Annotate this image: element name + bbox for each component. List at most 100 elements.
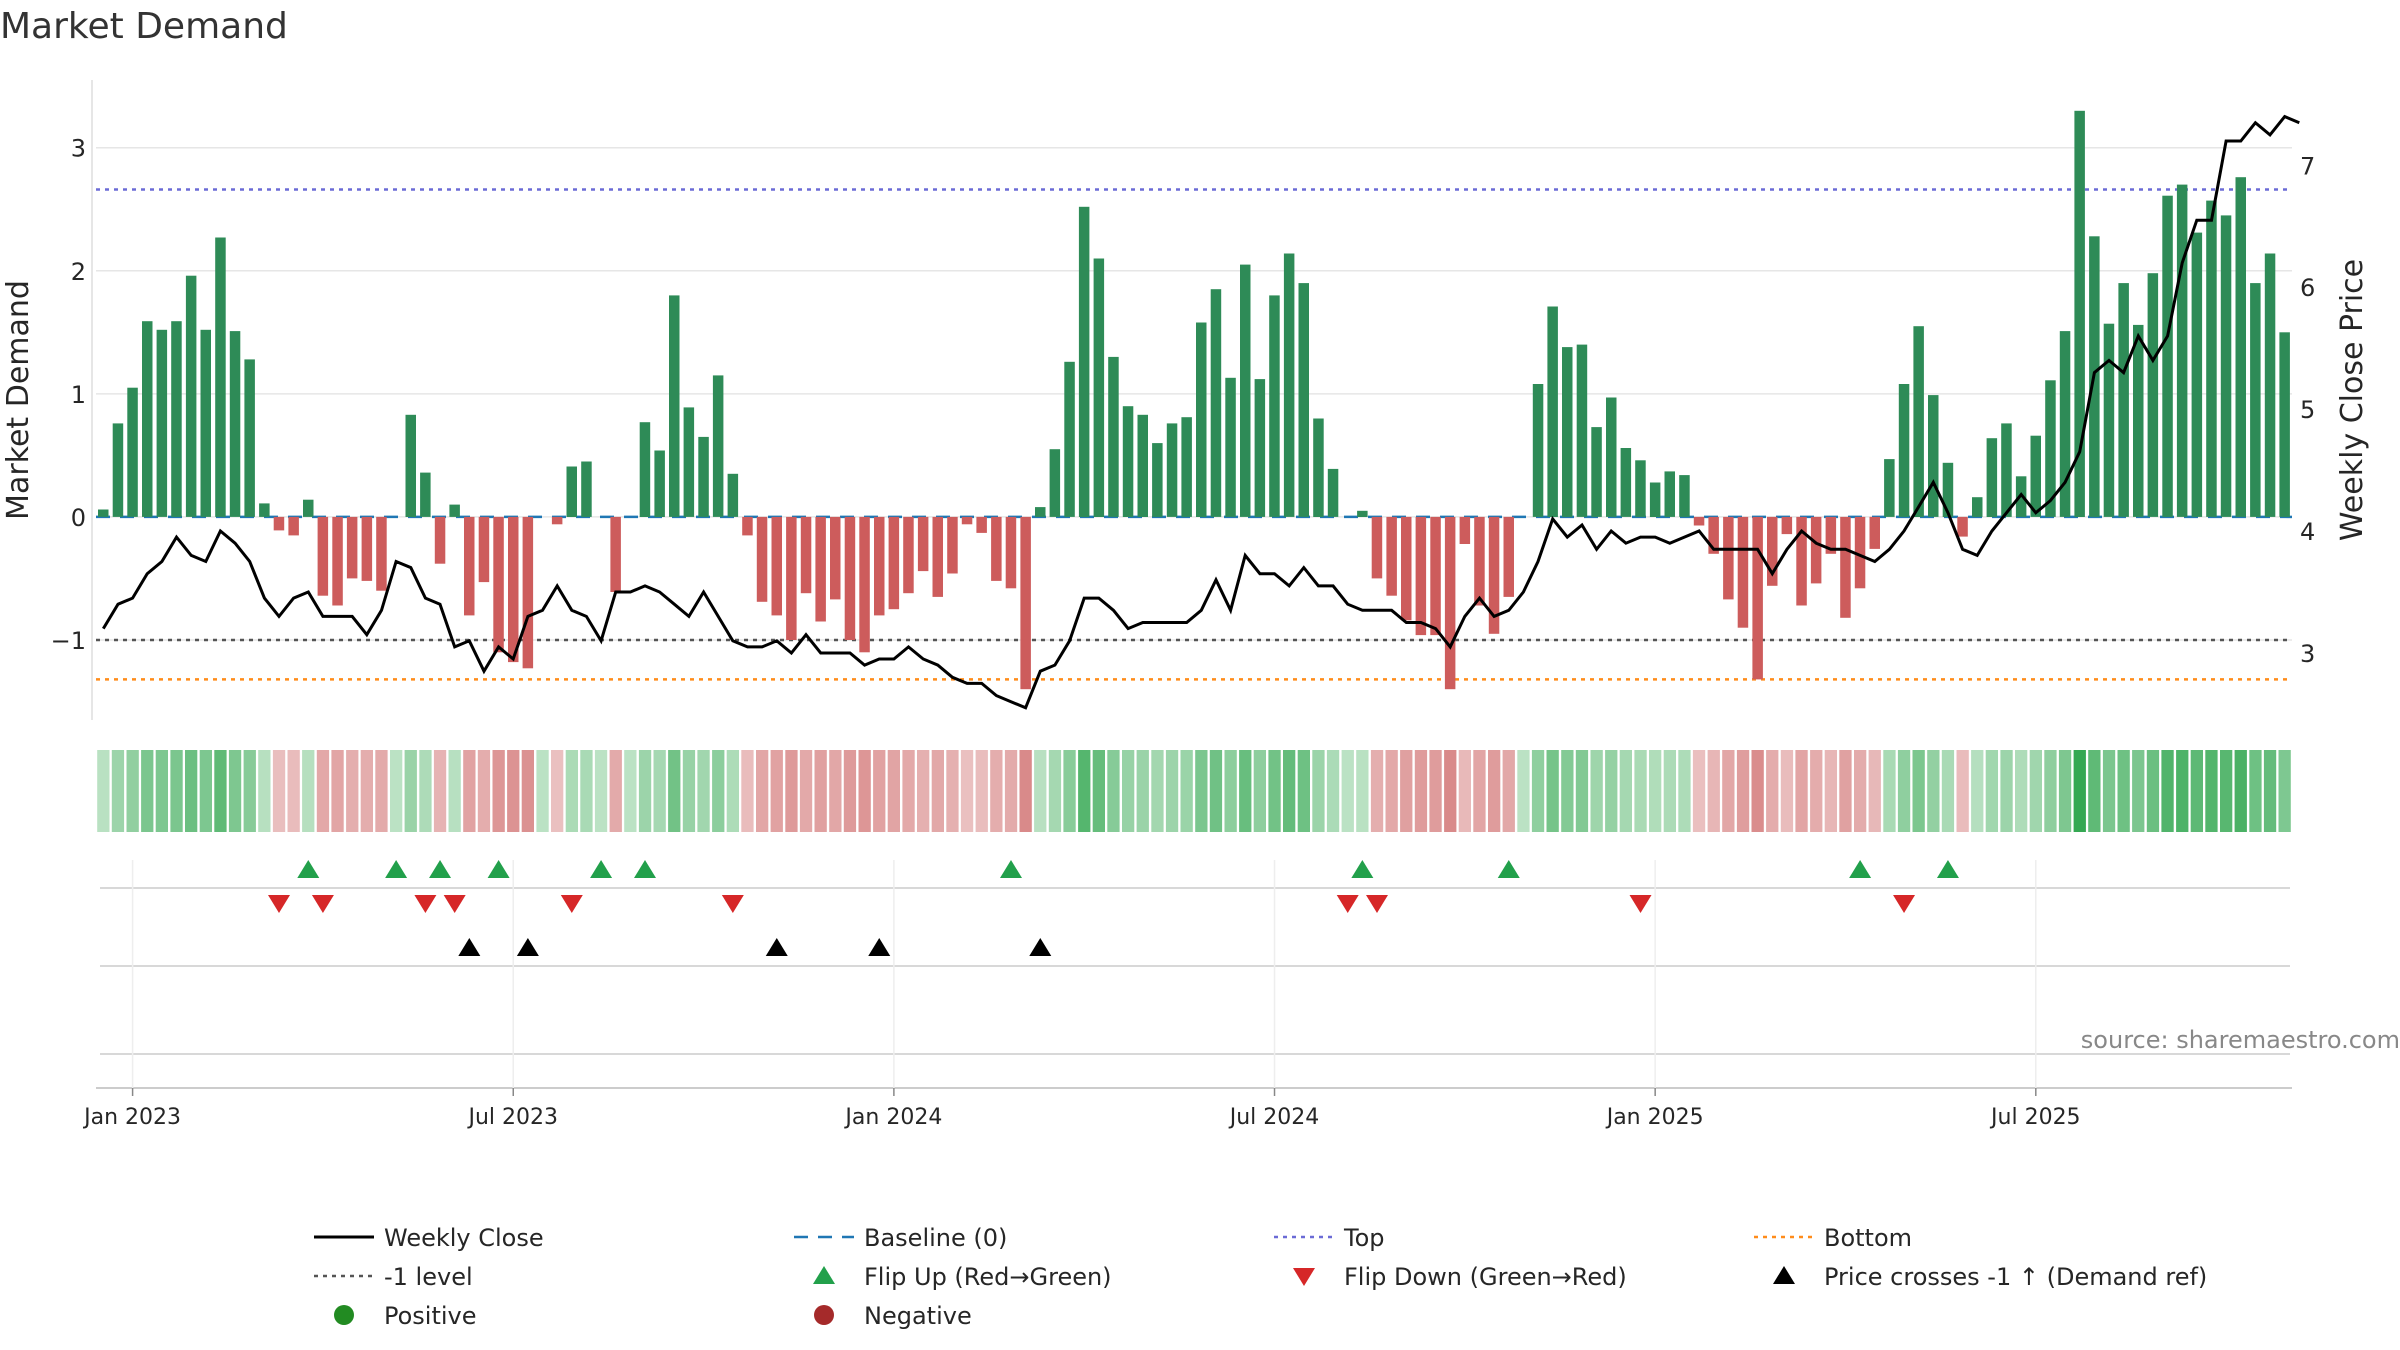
heat-cell (2000, 750, 2013, 832)
heat-cell (1326, 750, 1340, 832)
heat-cell (375, 750, 388, 832)
demand-bar (215, 237, 226, 517)
heat-cell (2190, 750, 2203, 832)
heat-cell (1897, 750, 1911, 832)
flip-down-marker (414, 895, 437, 913)
heat-cell (1502, 750, 1515, 832)
demand-bar (1664, 471, 1675, 517)
heat-cell (477, 750, 491, 832)
demand-bar (1767, 516, 1778, 586)
heat-cell (243, 750, 256, 832)
demand-bar (1225, 377, 1236, 517)
heat-cell (2176, 750, 2189, 832)
flip-up-marker (1936, 860, 1959, 878)
demand-bar (1752, 516, 1763, 680)
heat-cell (2161, 750, 2174, 832)
heat-cell (1605, 750, 1618, 832)
demand-bar (2191, 232, 2203, 517)
demand-bar (903, 516, 914, 594)
heat-cell (756, 750, 769, 832)
heat-cell (609, 750, 622, 832)
heat-cell (302, 750, 315, 832)
demand-bar (2059, 331, 2071, 517)
heat-cell (1370, 750, 1384, 832)
heat-cell (1488, 750, 1501, 832)
heat-cell (1956, 750, 1969, 832)
demand-bar (142, 321, 153, 517)
heat-cell (1912, 750, 1925, 832)
x-tick-label: Jan 2023 (82, 1105, 181, 1130)
legend-swatch (1773, 1266, 1795, 1284)
legend-label: Bottom (1824, 1224, 1912, 1252)
demand-bar (98, 509, 109, 517)
y-tick-label-right: 3 (2300, 640, 2315, 668)
demand-bar (1957, 516, 1968, 537)
heat-cell (272, 750, 286, 832)
flip-up-marker (487, 860, 510, 878)
price-cross-marker (516, 938, 539, 956)
demand-bar (2133, 324, 2144, 517)
heat-cell (1078, 750, 1091, 832)
demand-bar (1444, 516, 1456, 690)
demand-bar (1035, 507, 1046, 517)
demand-bar (1562, 347, 1573, 517)
flip-down-marker (560, 895, 583, 913)
demand-bar (1547, 306, 1558, 517)
demand-bar (434, 516, 446, 564)
demand-bar (1415, 516, 1427, 636)
heat-cell (507, 750, 520, 832)
demand-bar (1606, 397, 1617, 517)
heat-cell (712, 750, 725, 832)
heat-cell (565, 750, 578, 832)
demand-bar (1459, 516, 1471, 544)
x-axis: Jan 2023 Jul 2023 Jan 2024 Jul 2024 Jan 2025… (82, 860, 2292, 1130)
heat-cell (1824, 750, 1837, 832)
y-tick-label-right: 4 (2300, 518, 2315, 546)
demand-bar (112, 423, 124, 517)
signal-rows (100, 860, 2290, 1055)
heat-cell (1092, 750, 1105, 832)
heat-cell (2015, 750, 2028, 832)
y-tick-label-right: 5 (2300, 396, 2315, 424)
demand-bar (244, 359, 255, 517)
demand-bar (185, 275, 197, 517)
heat-cell (155, 750, 168, 832)
demand-bar (1679, 475, 1690, 517)
demand-bar (1635, 460, 1646, 517)
demand-bar (171, 321, 182, 517)
heat-cell (975, 750, 988, 832)
heat-cell (1678, 750, 1691, 832)
legend-label: -1 level (384, 1263, 473, 1291)
heat-cell (2044, 750, 2057, 832)
heat-cell (404, 750, 417, 832)
x-tick-label: Jan 2025 (1605, 1105, 1704, 1130)
heat-cell (492, 750, 505, 832)
legend-label: Positive (384, 1302, 477, 1330)
demand-bar (1898, 384, 1910, 517)
heat-cell (2234, 750, 2247, 832)
demand-bar (1781, 516, 1793, 535)
heat-cell (346, 750, 359, 832)
heat-cell (1780, 750, 1794, 832)
demand-bar (786, 516, 797, 640)
y-tick-label-left: 2 (71, 258, 86, 286)
heat-cell (1048, 750, 1062, 832)
demand-bar (2118, 283, 2129, 517)
demand-bar (2074, 110, 2085, 518)
heat-cell (1400, 750, 1413, 832)
flip-down-marker (1336, 895, 1359, 913)
heat-cell (2220, 750, 2233, 832)
heat-cell (141, 750, 154, 832)
heat-cell (287, 750, 300, 832)
demand-bar (332, 516, 343, 606)
heat-cell (770, 750, 783, 832)
legend-label: Top (1343, 1224, 1385, 1252)
flip-down-marker (721, 895, 744, 913)
legend-swatch (1293, 1268, 1315, 1286)
demand-bar (1078, 206, 1090, 518)
legend-label: Negative (864, 1302, 972, 1330)
flip-down-marker (268, 895, 290, 913)
flip-down-marker (443, 895, 466, 913)
heat-cell (1722, 750, 1735, 832)
demand-bar (1884, 459, 1895, 517)
